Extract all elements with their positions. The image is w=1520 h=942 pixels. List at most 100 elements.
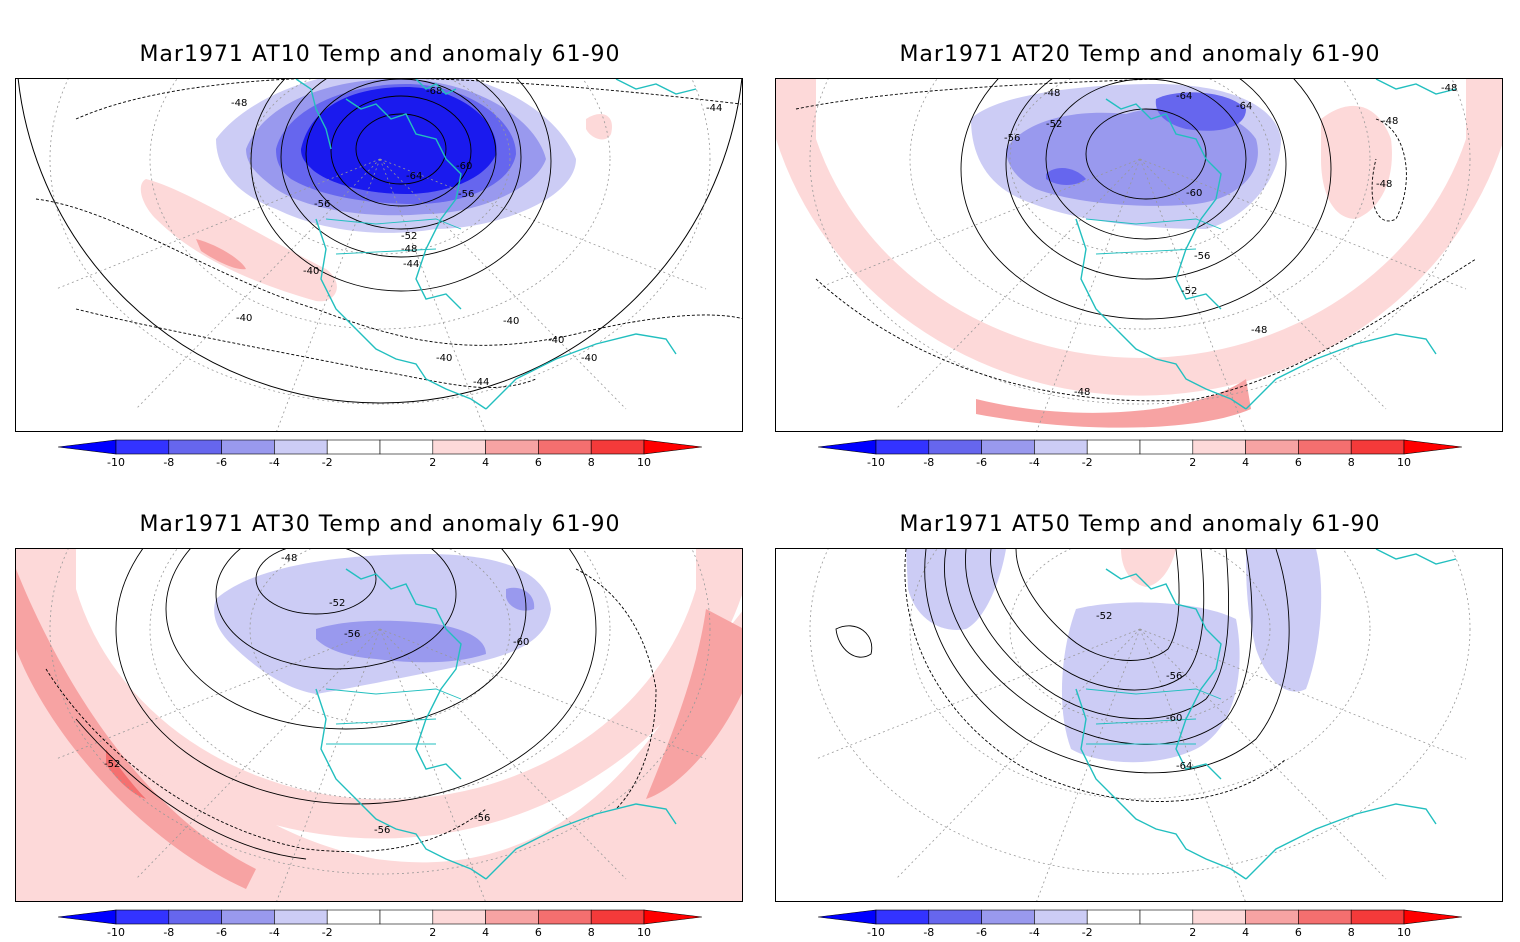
colorbar-arrow-high [1403,439,1462,455]
colorbar-tick-label: 6 [1295,926,1302,939]
colorbar-arrow-high [643,909,702,925]
colorbar-graphic: -10 -8 -6 -4 -2 2 4 6 8 10 [58,909,702,939]
contour-label: -64 [1176,91,1192,102]
panel-at20: Mar1971 AT20 Temp and anomaly 61-90 [760,0,1520,470]
colorbar-segment [379,909,434,925]
anomaly-pos2-area [1121,549,1176,587]
graticule [809,549,1471,901]
panel-title: Mar1971 AT20 Temp and anomaly 61-90 [899,42,1381,67]
contour-label: -56 [344,629,360,640]
colorbar: -10 -8 -6 -4 -2 2 4 6 8 10 [58,438,702,472]
colorbar-segment [590,909,645,925]
contour-label: -60 [513,637,529,648]
anomaly-neg4-area-central [1061,602,1240,763]
colorbar-segment [115,909,170,925]
contour-label: -44 [473,377,489,388]
colorbar-segment [928,909,982,925]
colorbar-tick-label: 2 [1189,456,1196,469]
map-at10: -68 -48 -44 -60 -64 -56 -56 -52 -48 -44 … [15,78,743,432]
contour-label: -56 [1166,671,1182,682]
colorbar-segment [928,439,982,455]
coastlines [1075,549,1457,880]
hemisphere-boundary [17,79,742,404]
anomaly-pos2-area-east [586,114,612,140]
colorbar-segment [1139,909,1194,925]
colorbar-tick-label: 6 [535,456,542,469]
colorbar-arrow-low [58,439,117,455]
temperature-contours [35,79,742,388]
colorbar-segment [326,909,381,925]
graticule [809,79,1471,431]
colorbar-tick-label: 8 [588,926,595,939]
map-graphic: -48 -52 -56 -60 -52 -56 -56 [16,549,742,901]
colorbar-segment [326,439,381,455]
colorbar-segment [538,909,592,925]
colorbar-tick-label: -10 [107,456,125,469]
colorbar-segment [1034,439,1088,455]
colorbar-tick-label: 2 [429,926,436,939]
colorbar-arrow-low [58,909,117,925]
colorbar-segment [168,909,222,925]
contour-label: -56 [314,199,330,210]
contour-label: -48 [1044,88,1060,99]
colorbar-tick-label: -4 [1029,456,1040,469]
contour-label: -52 [1046,119,1062,130]
contour-label: -48 [281,553,297,564]
contour-label: -56 [374,825,390,836]
colorbar-tick-label: 6 [535,926,542,939]
map-at30: -48 -52 -56 -60 -52 -56 -56 [15,548,743,902]
graticule [49,549,711,901]
colorbar-tick-label: 8 [1348,456,1355,469]
contour-label: -52 [1181,286,1197,297]
colorbar-tick-label: -8 [923,926,934,939]
colorbar-segment [432,439,486,455]
colorbar-segment [221,909,275,925]
contour-label: -56 [1194,251,1210,262]
temperature-contours [45,549,657,860]
colorbar-segment [1139,439,1194,455]
contour-label: -60 [456,161,472,172]
colorbar-segment [274,909,328,925]
contour-label: -48 [231,98,247,109]
colorbar-tick-label: -6 [216,456,227,469]
colorbar-segment [485,439,539,455]
anomaly-pos2-area [16,549,742,901]
contour-label: -56 [1004,133,1020,144]
colorbar-tick-label: -4 [269,926,280,939]
colorbar-tick-label: 10 [637,926,651,939]
contour-label: -40 [581,353,597,364]
colorbar-tick-label: -2 [1082,926,1093,939]
panel-at30: Mar1971 AT30 Temp and anomaly 61-90 [0,470,760,940]
colorbar-tick-label: 8 [588,456,595,469]
colorbar-segment [485,909,539,925]
colorbar-segment [538,439,592,455]
colorbar-tick-label: -10 [107,926,125,939]
colorbar-graphic: -10 -8 -6 -4 -2 2 4 6 8 10 [58,439,702,469]
contour-label: -40 [236,313,252,324]
anomaly-pos4-area-east [646,609,742,799]
anomaly-pos4-area [196,239,246,270]
colorbar-tick-label: -4 [1029,926,1040,939]
panel-title: Mar1971 AT30 Temp and anomaly 61-90 [139,512,621,537]
colorbar-segment [590,439,645,455]
colorbar-tick-label: -6 [976,456,987,469]
contour-label: -64 [406,171,422,182]
map-at20: -48 -64 -64 -52 -56 -48 -48 -60 -48 -56 … [775,78,1503,432]
colorbar-tick-label: 8 [1348,926,1355,939]
contour-label: -52 [104,759,120,770]
colorbar-segment [1298,909,1352,925]
colorbar-tick-label: 2 [429,456,436,469]
contour-label: -40 [548,335,564,346]
contour-label: -48 [1441,83,1457,94]
colorbar-tick-label: 6 [1295,456,1302,469]
colorbar-tick-label: -10 [867,926,885,939]
anomaly-pos4-area-west [16,569,256,889]
colorbar-tick-label: 2 [1189,926,1196,939]
colorbar-segment [115,439,170,455]
colorbar-tick-label: -2 [1082,456,1093,469]
colorbar: -10 -8 -6 -4 -2 2 4 6 8 10 [818,438,1462,472]
contour-label: -52 [329,598,345,609]
colorbar-segment [168,439,222,455]
map-graphic: -68 -48 -44 -60 -64 -56 -56 -52 -48 -44 … [17,79,742,431]
coastlines [295,79,697,410]
